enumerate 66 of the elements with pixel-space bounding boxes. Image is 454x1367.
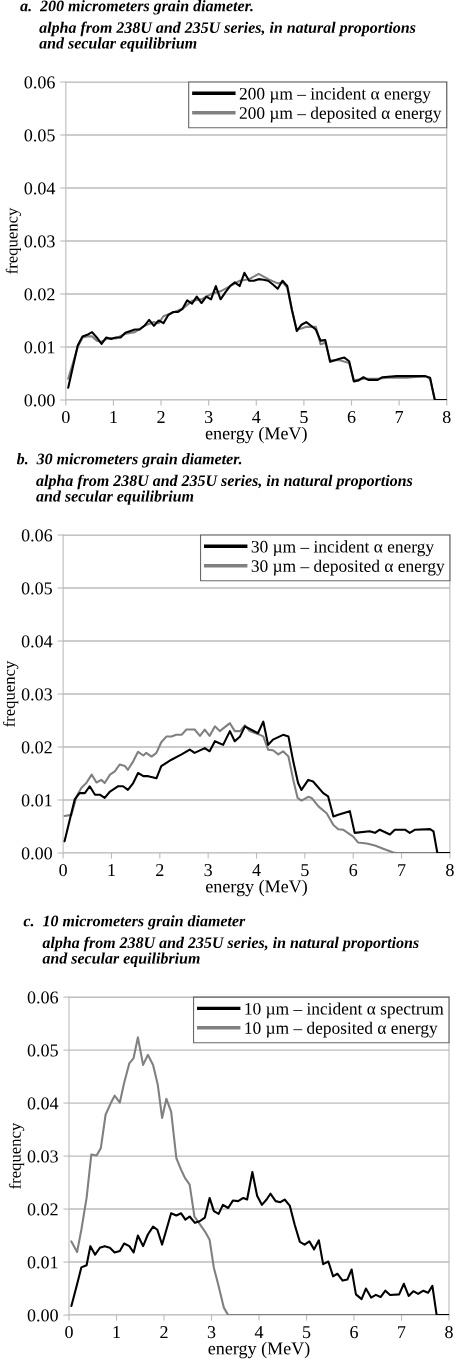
y-tick-label: 0.04 <box>24 182 56 195</box>
y-tick-label: 0.02 <box>27 1203 58 1216</box>
x-tick-label: 5 <box>303 1326 311 1339</box>
x-tick-label: 8 <box>442 410 451 424</box>
y-tick-label: 0.03 <box>21 688 52 701</box>
x-tick-label: 4 <box>252 864 261 876</box>
x-tick-label: 7 <box>395 411 404 423</box>
x-tick-label: 0 <box>59 863 67 877</box>
y-tick-label: 0.01 <box>24 341 55 354</box>
x-tick-label: 6 <box>350 1326 358 1339</box>
y-tick-label: 0.03 <box>24 235 55 248</box>
chart-title: b. 30 micrometers grain diameter. <box>16 453 242 468</box>
x-tick-label: 1 <box>110 411 117 423</box>
legend-label: 200 µm – incident α energy <box>239 87 431 104</box>
x-tick-label: 8 <box>446 863 454 877</box>
y-tick-label: 0.05 <box>27 1044 58 1057</box>
legend-label: 10 µm – deposited α energy <box>245 1021 438 1038</box>
y-tick-label: 0.01 <box>21 794 52 807</box>
legend-label: 10 µm – incident α spectrum <box>245 1002 444 1019</box>
chart-title: c. 10 micrometers grain diameter <box>23 915 246 930</box>
x-tick-label: 3 <box>207 1326 216 1339</box>
y-tick-label: 0.00 <box>24 394 55 407</box>
x-tick-label: 4 <box>254 1326 264 1338</box>
x-tick-label: 2 <box>157 410 165 423</box>
y-tick-label: 0.03 <box>27 1150 58 1163</box>
y-axis-title: frequency <box>2 660 19 727</box>
y-tick-label: 0.00 <box>21 847 52 860</box>
y-tick-label: 0.04 <box>21 635 53 648</box>
x-axis-title: energy (MeV) <box>208 1341 310 1359</box>
x-tick-label: 6 <box>349 864 358 877</box>
x-tick-label: 7 <box>398 864 406 876</box>
y-tick-label: 0.02 <box>24 288 55 301</box>
chart-title: a. 200 micrometers grain diameter. <box>20 0 253 15</box>
y-axis-title: frequency <box>8 1122 25 1189</box>
x-tick-label: 8 <box>445 1325 453 1339</box>
x-axis-title: energy (MeV) <box>205 426 307 444</box>
x-tick-label: 4 <box>252 411 261 423</box>
x-tick-label: 5 <box>300 411 308 424</box>
chart-subtitle: alpha from 238U and 235U series, in natural proportions and secular equilibrium <box>39 21 416 52</box>
x-tick-label: 1 <box>113 1326 120 1338</box>
x-tick-label: 2 <box>156 864 164 876</box>
y-tick-label: 0.02 <box>21 741 52 754</box>
legend-label: 30 µm – incident α energy <box>251 540 435 557</box>
legend-label: 200 µm – deposited α energy <box>239 106 442 123</box>
y-tick-label: 0.00 <box>27 1309 58 1322</box>
x-tick-label: 0 <box>62 410 70 424</box>
chart-subtitle: alpha from 238U and 235U series, in natural proportions and secular equilibrium <box>42 936 419 967</box>
x-tick-label: 2 <box>160 1326 168 1338</box>
x-tick-label: 3 <box>204 864 212 877</box>
y-tick-label: 0.04 <box>27 1097 59 1110</box>
y-tick-label: 0.06 <box>24 76 55 89</box>
y-tick-label: 0.05 <box>21 582 52 595</box>
x-tick-label: 3 <box>205 410 213 424</box>
x-tick-label: 7 <box>398 1326 406 1338</box>
x-tick-label: 1 <box>108 864 115 876</box>
chart-subtitle: alpha from 238U and 235U series, in natural proportions and secular equilibrium <box>36 474 413 505</box>
x-axis-title: energy (MeV) <box>205 879 307 897</box>
legend-label: 30 µm – deposited α energy <box>251 559 445 576</box>
y-tick-label: 0.06 <box>21 529 53 542</box>
y-tick-label: 0.06 <box>27 991 59 1004</box>
x-tick-label: 5 <box>301 864 309 877</box>
x-tick-label: 0 <box>65 1325 73 1339</box>
x-tick-label: 6 <box>347 410 356 424</box>
y-tick-label: 0.01 <box>27 1256 58 1269</box>
y-axis-title: frequency <box>5 207 22 274</box>
y-tick-label: 0.05 <box>24 129 55 142</box>
